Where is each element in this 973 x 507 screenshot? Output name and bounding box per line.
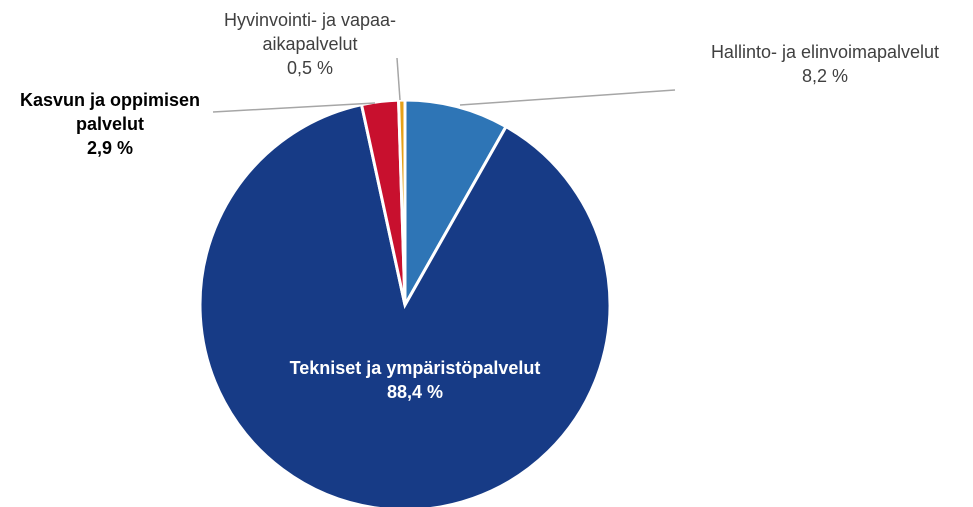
value-label: 8,2 %	[801, 66, 849, 86]
leader-line	[459, 89, 676, 106]
pie-slice	[397, 98, 407, 306]
category-label: Hallinto- ja elinvoimapalvelut	[710, 42, 940, 62]
value-label: 0,5 %	[286, 58, 334, 78]
value-label: 2,9 %	[86, 138, 134, 158]
slice-label: Tekniset ja ympäristöpalvelut 88,4 %	[250, 356, 580, 404]
pie-slice	[403, 98, 509, 311]
category-label: Hyvinvointi- ja vapaa-aikapalvelut	[223, 10, 397, 54]
slice-label: Kasvun ja oppimisen palvelut 2,9 %	[0, 88, 220, 160]
leader-line	[396, 57, 401, 101]
category-label: Tekniset ja ympäristöpalvelut	[289, 358, 541, 378]
leader-line	[212, 102, 376, 113]
slice-label: Hyvinvointi- ja vapaa-aikapalvelut 0,5 %	[200, 8, 420, 80]
category-label: Kasvun ja oppimisen palvelut	[19, 90, 201, 134]
pie-slice	[198, 102, 612, 507]
value-label: 88,4 %	[386, 382, 444, 402]
slice-label: Hallinto- ja elinvoimapalvelut 8,2 %	[680, 40, 970, 88]
